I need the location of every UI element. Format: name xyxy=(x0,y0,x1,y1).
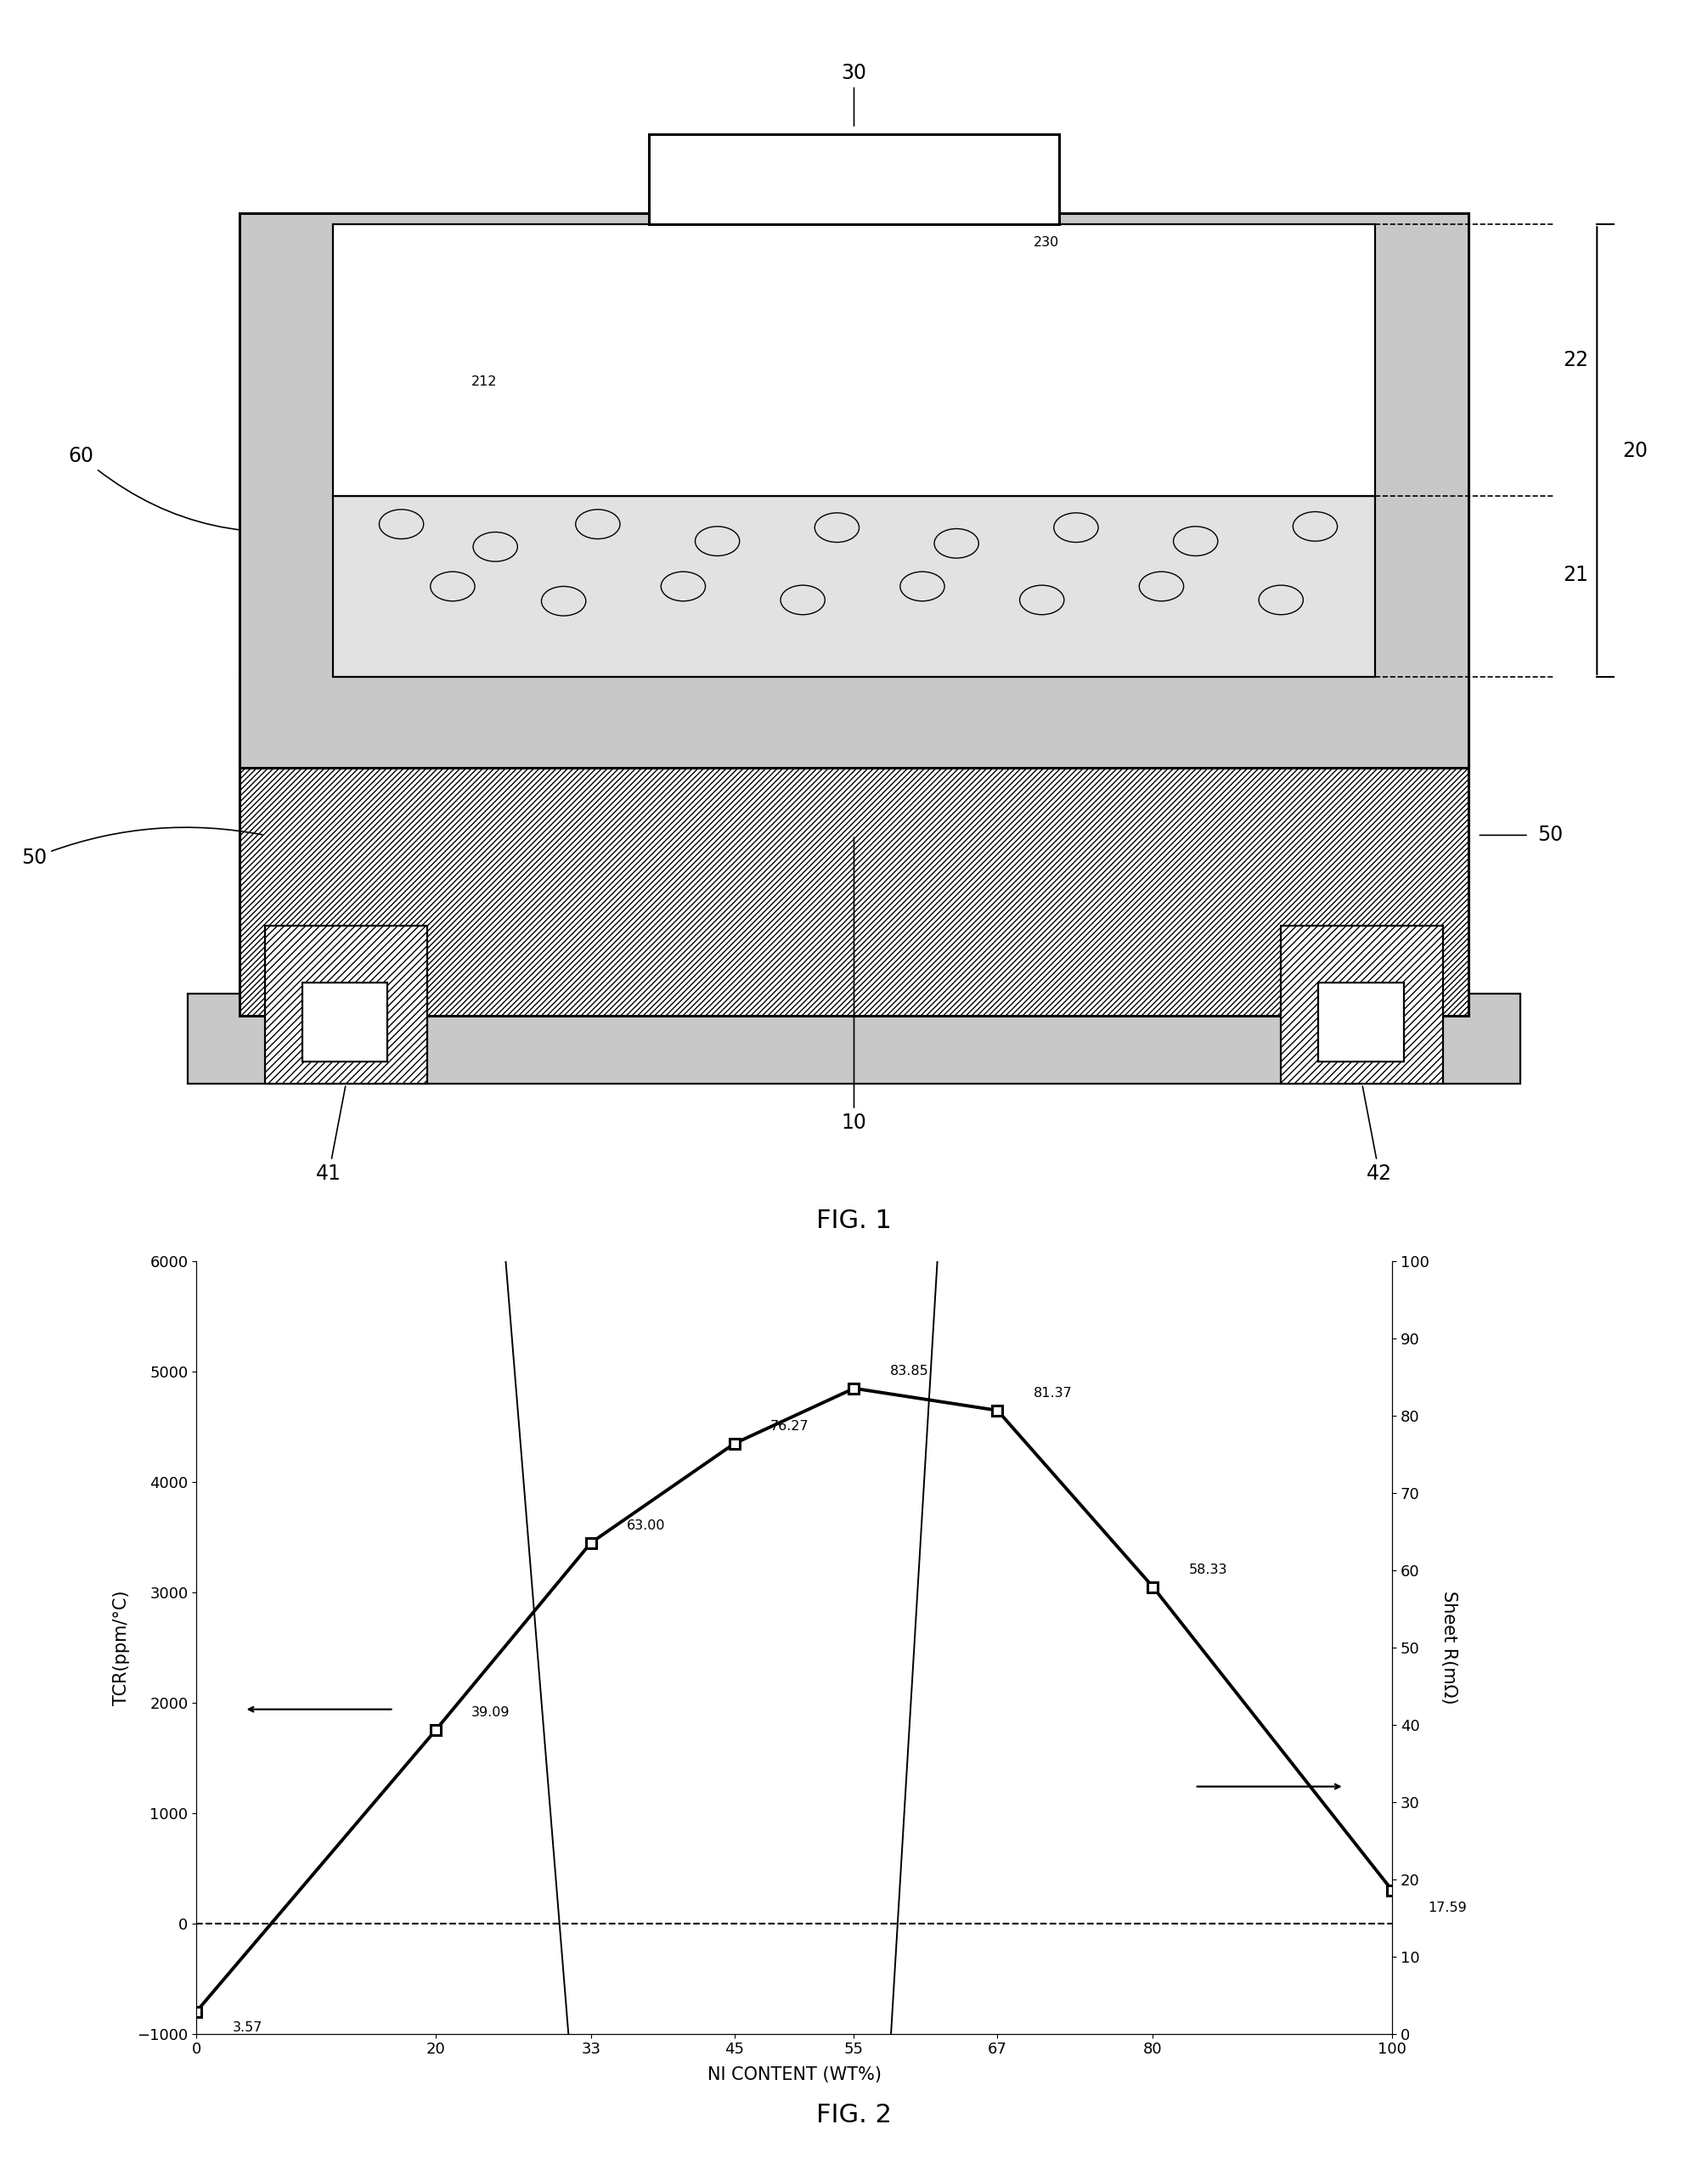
Text: 58.33: 58.33 xyxy=(1189,1564,1228,1577)
Bar xyxy=(1319,983,1404,1061)
Text: 81.37: 81.37 xyxy=(1033,1388,1073,1399)
Text: 10: 10 xyxy=(842,837,866,1133)
Text: 21: 21 xyxy=(1563,566,1588,585)
Text: 212: 212 xyxy=(471,374,497,387)
Bar xyxy=(302,983,388,1061)
Text: 3.57: 3.57 xyxy=(232,2021,263,2034)
Text: 42: 42 xyxy=(1363,1085,1392,1183)
Y-axis label: TCR(ppm/°C): TCR(ppm/°C) xyxy=(113,1590,130,1705)
Bar xyxy=(1281,927,1443,1083)
Text: FIG. 1: FIG. 1 xyxy=(816,1209,892,1233)
Bar xyxy=(333,496,1375,676)
Y-axis label: Sheet R(mΩ): Sheet R(mΩ) xyxy=(1442,1590,1459,1705)
Text: 30: 30 xyxy=(842,63,866,126)
Bar xyxy=(239,676,1469,1016)
Text: 22: 22 xyxy=(1563,350,1588,370)
Text: 63.00: 63.00 xyxy=(627,1518,666,1531)
X-axis label: NI CONTENT (WT%): NI CONTENT (WT%) xyxy=(707,2066,881,2084)
Text: 76.27: 76.27 xyxy=(770,1420,810,1433)
Text: 50: 50 xyxy=(20,826,263,868)
Text: 39.09: 39.09 xyxy=(471,1707,511,1718)
Text: 50: 50 xyxy=(1537,824,1563,846)
Text: FIG. 2: FIG. 2 xyxy=(816,2103,892,2127)
Bar xyxy=(265,927,427,1083)
Bar xyxy=(333,224,1375,496)
Text: 41: 41 xyxy=(316,1085,345,1183)
Text: 230: 230 xyxy=(1033,237,1059,248)
Bar xyxy=(239,213,1469,768)
Text: 17.59: 17.59 xyxy=(1428,1901,1467,1914)
Text: 60: 60 xyxy=(68,446,343,533)
Bar xyxy=(649,135,1059,224)
Text: 20: 20 xyxy=(1623,442,1648,461)
Bar xyxy=(188,994,1520,1083)
Text: 83.85: 83.85 xyxy=(890,1364,929,1377)
